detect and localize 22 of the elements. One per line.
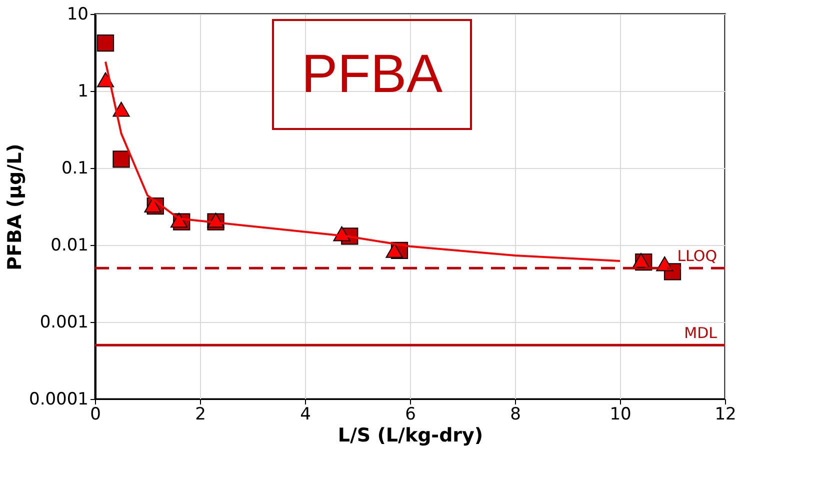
point <box>112 150 130 168</box>
y-tick-label: 0.0001 <box>29 390 88 410</box>
y-tick-label: 0.001 <box>40 312 88 332</box>
ref-line-label: LLOQ <box>677 247 717 266</box>
text: PFBA <box>301 44 443 104</box>
x-tick-label: 8 <box>510 404 521 424</box>
ref-line-label: MDL <box>684 324 718 342</box>
x-tick-label: 2 <box>195 404 206 424</box>
y-tick-label: 10 <box>66 4 88 24</box>
x-tick-label: 10 <box>610 404 632 424</box>
y-tick-label: 0.1 <box>61 158 88 178</box>
point <box>632 252 650 268</box>
x-tick-label: 0 <box>90 404 101 424</box>
x-tick-label: 4 <box>300 404 311 424</box>
y-tick-label: 0.01 <box>50 236 88 256</box>
y-axis-title: PFBA (µg/L) <box>4 144 26 270</box>
x-tick-label: 12 <box>714 404 736 424</box>
point <box>386 242 403 258</box>
point <box>96 34 114 52</box>
x-axis-title: L/S (L/kg-dry) <box>338 424 484 446</box>
x-tick-label: 6 <box>405 404 416 424</box>
y-tick-label: 1 <box>78 82 88 102</box>
